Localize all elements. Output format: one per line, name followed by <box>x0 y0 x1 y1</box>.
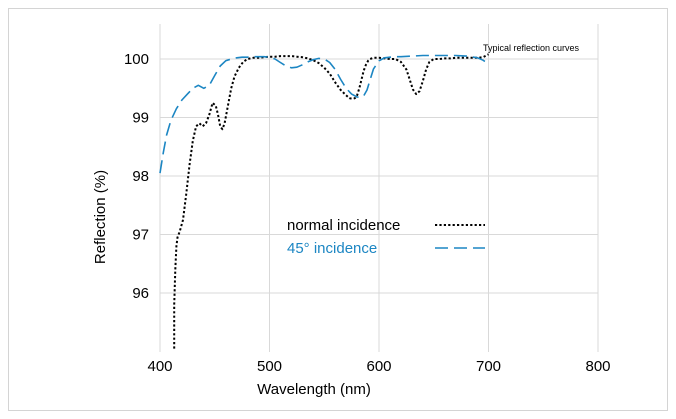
x-tick-label-800: 800 <box>585 358 610 375</box>
x-tick-label-700: 700 <box>476 358 501 375</box>
legend-label-normal-incidence: normal incidence <box>287 217 400 234</box>
y-tick-label-96: 96 <box>132 285 149 302</box>
x-axis-label: Wavelength (nm) <box>257 381 371 398</box>
reflection-chart: 400 500 600 700 800 96 97 98 99 100 Typical refle… <box>92 24 611 398</box>
series-line-1 <box>159 54 489 174</box>
tick-labels: 400 500 600 700 800 96 97 98 99 100 <box>124 51 611 375</box>
grid <box>159 24 599 352</box>
x-tick-label-600: 600 <box>366 358 391 375</box>
x-tick-label-500: 500 <box>257 358 282 375</box>
y-axis-label: Reflection (%) <box>92 170 109 264</box>
chart-title: Typical reflection curves <box>483 43 580 53</box>
x-tick-label-400: 400 <box>147 358 172 375</box>
legend: normal incidence 45° incidence <box>287 217 485 257</box>
series-layer <box>159 53 489 349</box>
y-tick-label-100: 100 <box>124 51 149 68</box>
legend-label-45-incidence: 45° incidence <box>287 240 377 257</box>
y-tick-label-98: 98 <box>132 168 149 185</box>
series-line-0 <box>173 53 489 349</box>
y-tick-label-99: 99 <box>132 110 149 127</box>
chart-frame: 400 500 600 700 800 96 97 98 99 100 Typical refle… <box>8 8 668 411</box>
y-tick-label-97: 97 <box>132 227 149 244</box>
